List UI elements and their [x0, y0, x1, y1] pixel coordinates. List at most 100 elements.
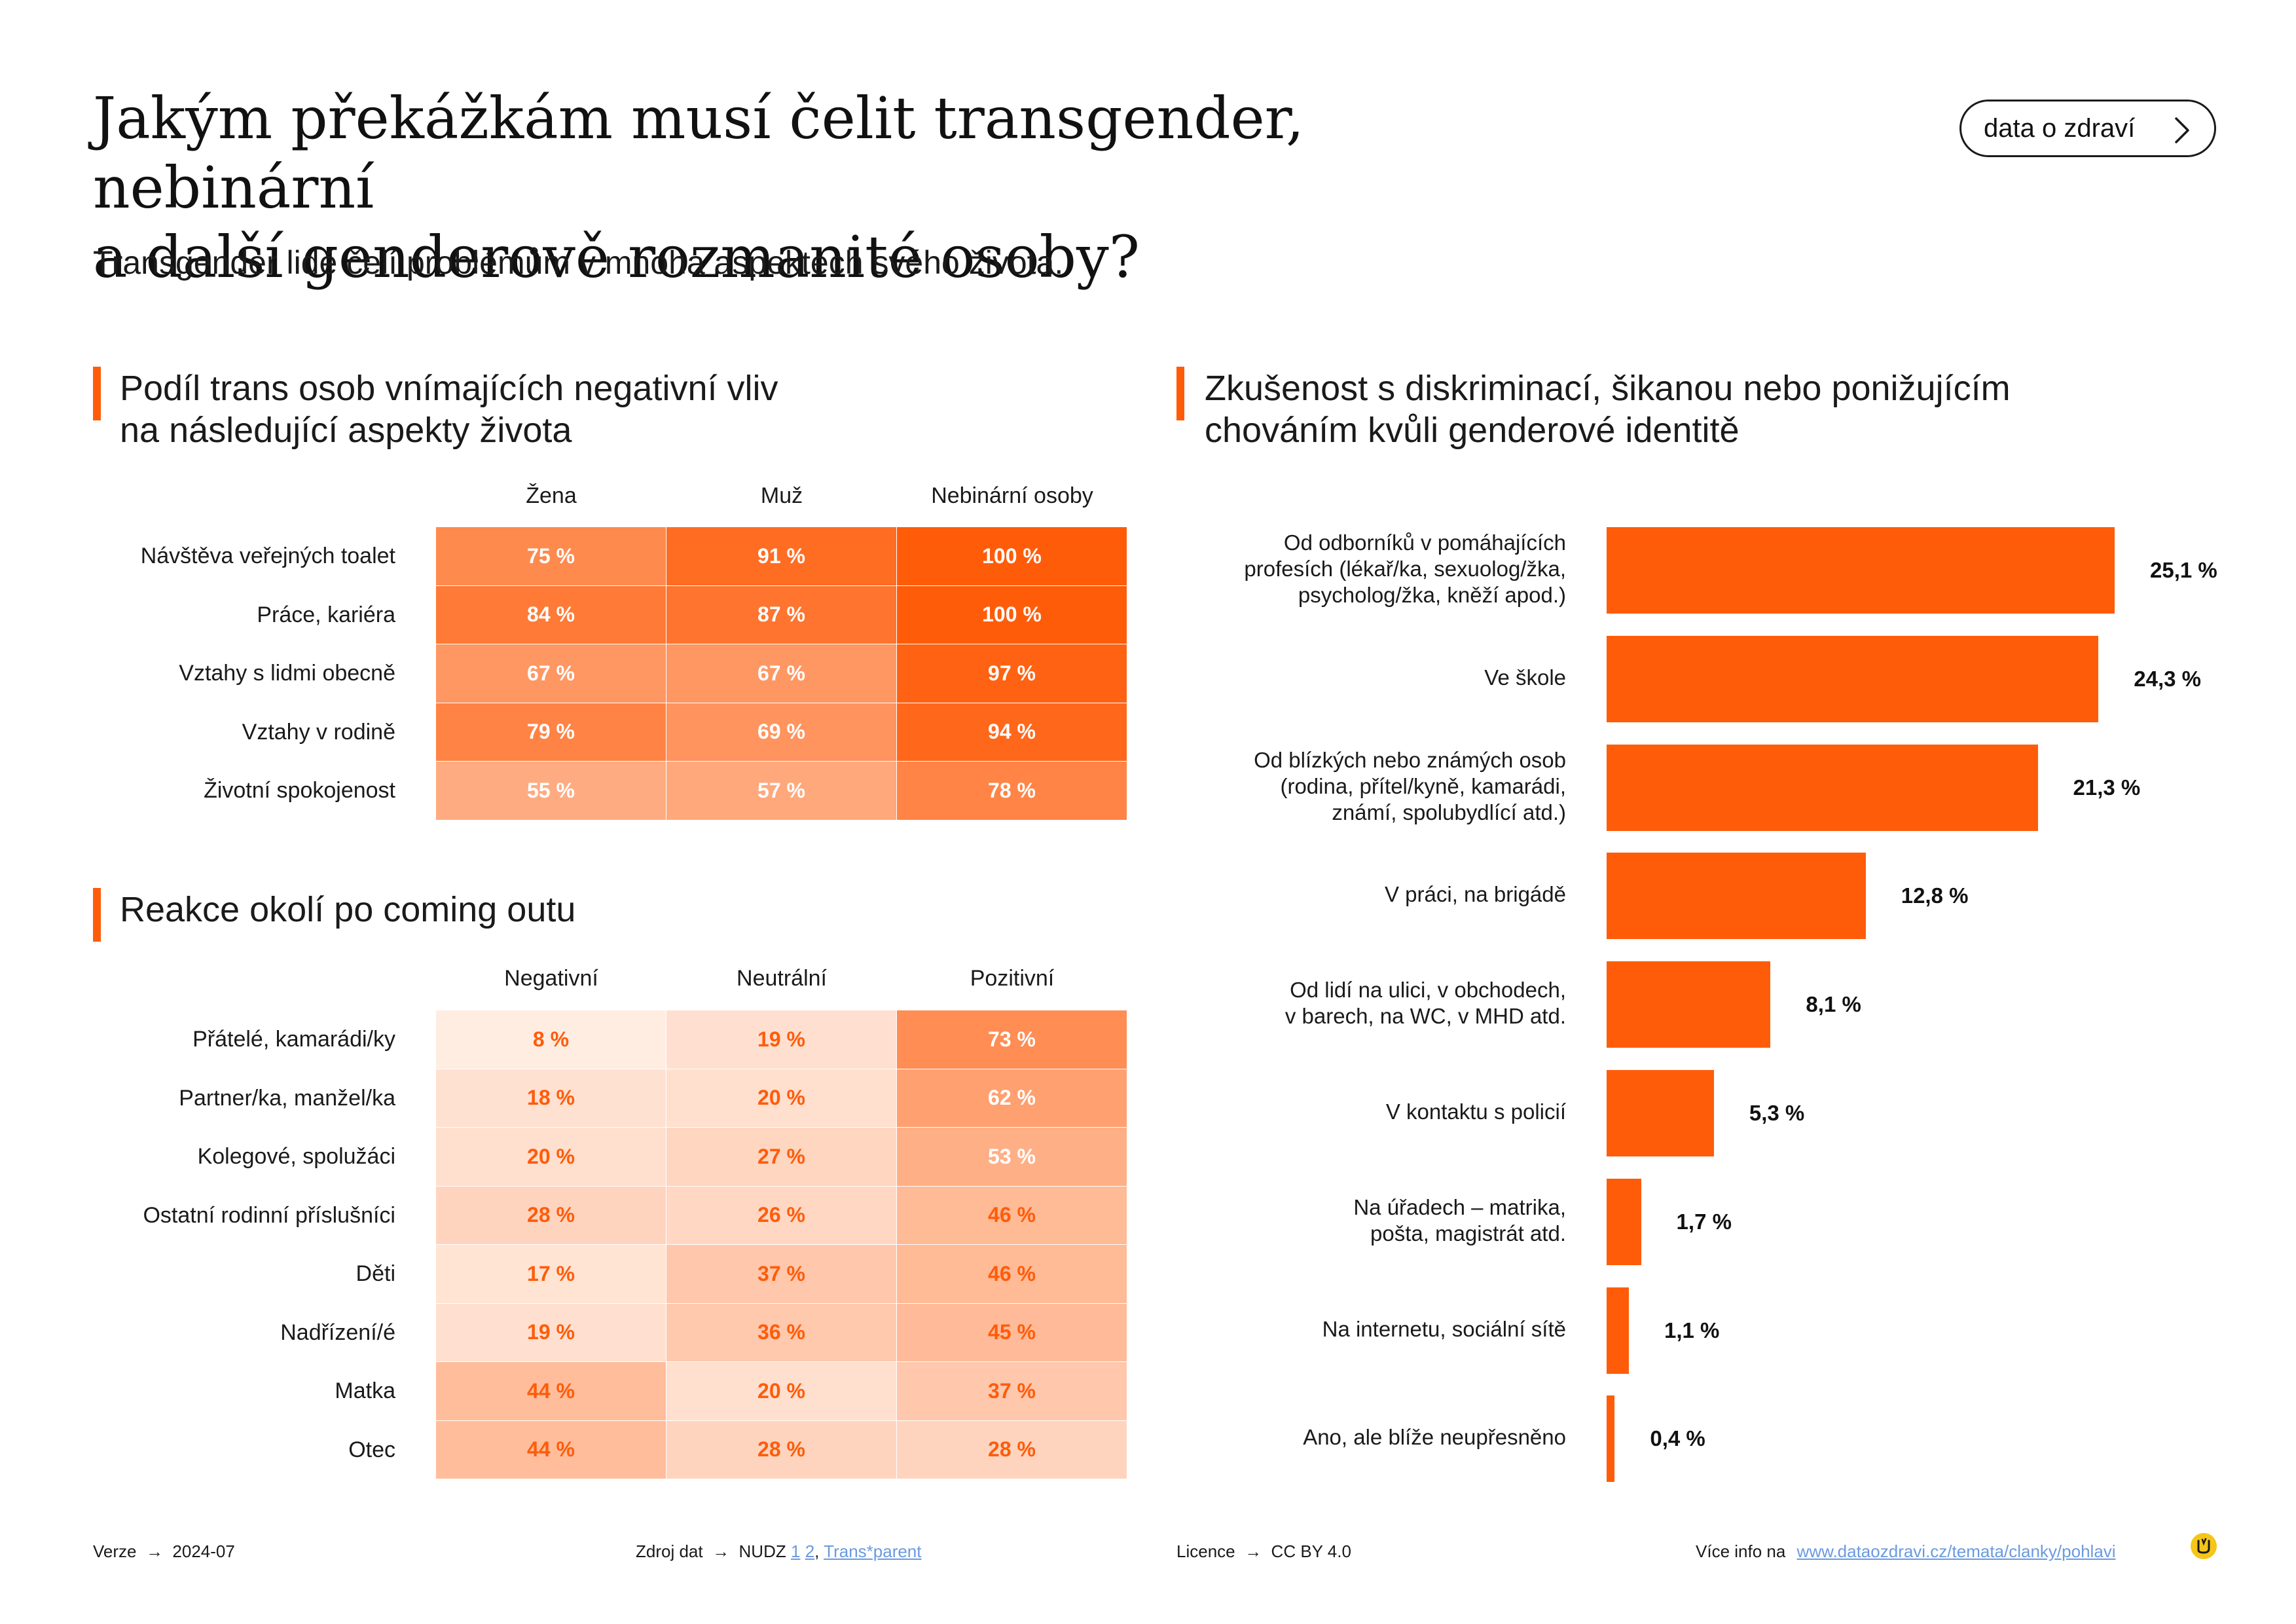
data-o-zdravi-button[interactable]: data o zdraví [1959, 100, 2216, 157]
heatmap-cell: 75 % [436, 527, 666, 585]
section-1-title-line-1: Podíl trans osob vnímajících negativní v… [120, 369, 778, 408]
bar-category-label-line: pošta, magistrát atd. [1370, 1221, 1566, 1246]
chevron-right-icon [2175, 117, 2189, 143]
footer-source-label: Zdroj dat [636, 1541, 703, 1561]
page-title-line-1: Jakým překážkám musí čelit transgender, … [93, 84, 1305, 221]
heatmap-cell: 28 % [436, 1186, 666, 1244]
footer-version-value: 2024-07 [172, 1541, 235, 1561]
section-3-title-line-2: chováním kvůli genderové identitě [1205, 411, 1740, 450]
heatmap-cell: 97 % [897, 644, 1127, 703]
footer-more-link[interactable]: www.dataozdravi.cz/temata/clanky/pohlavi [1796, 1541, 2116, 1561]
column-header: Pozitivní [970, 966, 1055, 991]
data-o-zdravi-label: data o zdraví [1984, 113, 2136, 143]
bar-category-label-line: psycholog/žka, kněží apod.) [1298, 583, 1566, 607]
footer-more-label: Více info na [1696, 1541, 1786, 1561]
heatmap-cell: 20 % [666, 1362, 896, 1420]
column-header: Nebinární osoby [931, 483, 1093, 508]
footer-version: Verze → 2024-07 [93, 1541, 235, 1562]
bar [1607, 744, 2038, 831]
heatmap-cell: 19 % [436, 1303, 666, 1361]
arrow-right-icon: → [141, 1541, 168, 1561]
row-label: Vztahy s lidmi obecně [179, 661, 395, 686]
page-title-line-2: a další genderově rozmanité osoby? [93, 223, 1140, 291]
page-subtitle: Transgender lidé čelí problémům v mnoha … [93, 244, 1064, 281]
heatmap-cell: 87 % [666, 585, 896, 644]
bar-category-label-line: profesích (lékař/ka, sexuolog/žka, [1244, 557, 1566, 581]
bar-category-label-line: známí, spolubydlící atd.) [1332, 800, 1566, 824]
section-3-title: Zkušenost s diskriminací, šikanou nebo p… [1205, 367, 2011, 451]
heatmap-cell: 28 % [897, 1420, 1127, 1479]
bar [1607, 1178, 1641, 1265]
row-label: Matka [335, 1378, 395, 1403]
footer-source-link-2[interactable]: 2 [805, 1541, 815, 1561]
bar-category-label-line: V práci, na brigádě [1384, 882, 1566, 907]
heatmap-cell: 8 % [436, 1010, 666, 1069]
bar [1607, 635, 2099, 722]
column-header: Negativní [504, 966, 598, 991]
bar-value-label: 1,1 % [1664, 1318, 1720, 1342]
heatmap-cell: 84 % [436, 585, 666, 644]
row-label: Nadřízení/é [280, 1320, 395, 1345]
heatmap-cell: 37 % [666, 1245, 896, 1303]
bar-category-label-line: Ano, ale blíže neupřesněno [1303, 1425, 1566, 1450]
bar-value-label: 21,3 % [2073, 775, 2141, 800]
section-1-title: Podíl trans osob vnímajících negativní v… [120, 367, 778, 451]
heatmap-cell: 94 % [897, 703, 1127, 761]
heatmap-cell: 28 % [666, 1420, 896, 1479]
row-label: Ostatní rodinní příslušníci [143, 1202, 395, 1228]
heatmap-cell: 53 % [897, 1128, 1127, 1186]
heatmap-cell: 79 % [436, 703, 666, 761]
footer-source: Zdroj dat → NUDZ 1 2, Trans*parent [636, 1541, 922, 1562]
page-title: Jakým překážkám musí čelit transgender, … [93, 84, 1599, 292]
footer-source-link-1[interactable]: 1 [790, 1541, 801, 1561]
bar-category-label: Ano, ale blíže neupřesněno [1147, 1424, 1566, 1450]
bar-category-label-line: Od blízkých nebo známých osob [1254, 747, 1566, 772]
bar [1607, 961, 1771, 1048]
arrow-right-icon: → [1239, 1541, 1267, 1561]
heatmap-cell: 20 % [666, 1069, 896, 1127]
bar-category-label-line: Od lidí na ulici, v obchodech, [1290, 978, 1566, 1003]
row-label: Návštěva veřejných toalet [140, 544, 395, 568]
heatmap-cell: 17 % [436, 1245, 666, 1303]
footer-more-info: Více info na www.dataozdravi.cz/temata/c… [1696, 1541, 2116, 1562]
bar-category-label-line: Ve škole [1484, 665, 1566, 690]
footer-source-link-transparent[interactable]: Trans*parent [824, 1541, 922, 1561]
heatmap-cell: 62 % [897, 1069, 1127, 1127]
arrow-right-icon: → [707, 1541, 735, 1561]
heatmap-cell: 91 % [666, 527, 896, 585]
bar-value-label: 12,8 % [1901, 883, 1969, 908]
footer-license: Licence → CC BY 4.0 [1176, 1541, 1351, 1562]
heatmap-cell: 67 % [666, 644, 896, 703]
bar-category-label-line: Od odborníků v pomáhajících [1283, 530, 1566, 555]
heatmap-cell: 69 % [666, 703, 896, 761]
section-2-title-text: Reakce okolí po coming outu [120, 890, 576, 929]
heatmap-cell: 100 % [897, 585, 1127, 644]
bar-category-label-line: (rodina, přítel/kyně, kamarádi, [1280, 773, 1566, 798]
row-label: Otec [348, 1437, 395, 1462]
row-label: Partner/ka, manžel/ka [179, 1085, 395, 1111]
heatmap-cell: 45 % [897, 1303, 1127, 1361]
bar-category-label: Od lidí na ulici, v obchodech, v barech, … [1147, 977, 1566, 1029]
heatmap-cell: 18 % [436, 1069, 666, 1127]
bar-value-label: 8,1 % [1806, 992, 1861, 1017]
bar-category-label: V kontaktu s policií [1147, 1099, 1566, 1125]
section-2-accent-bar [93, 888, 101, 942]
bar [1607, 1070, 1714, 1156]
heatmap-cell: 44 % [436, 1362, 666, 1420]
logo-icon [2191, 1533, 2217, 1559]
bar-value-label: 24,3 % [2134, 666, 2202, 691]
heatmap-cell: 67 % [436, 644, 666, 703]
bar-value-label: 0,4 % [1650, 1426, 1705, 1451]
bar-category-label-line: V kontaktu s policií [1385, 1099, 1566, 1124]
heatmap-cell: 26 % [666, 1186, 896, 1244]
bar-value-label: 5,3 % [1749, 1101, 1805, 1125]
heatmap-cell: 46 % [897, 1186, 1127, 1244]
footer-license-value: CC BY 4.0 [1271, 1541, 1351, 1561]
heatmap-cell: 73 % [897, 1010, 1127, 1069]
bar-category-label-line: v barech, na WC, v MHD atd. [1285, 1004, 1566, 1029]
heatmap-cell: 78 % [897, 762, 1127, 820]
footer-version-label: Verze [93, 1541, 137, 1561]
bar-category-label: Na úřadech – matrika, pošta, magistrát at… [1147, 1194, 1566, 1247]
bar-category-label-line: Na internetu, sociální sítě [1322, 1316, 1566, 1341]
bar [1607, 1287, 1629, 1374]
